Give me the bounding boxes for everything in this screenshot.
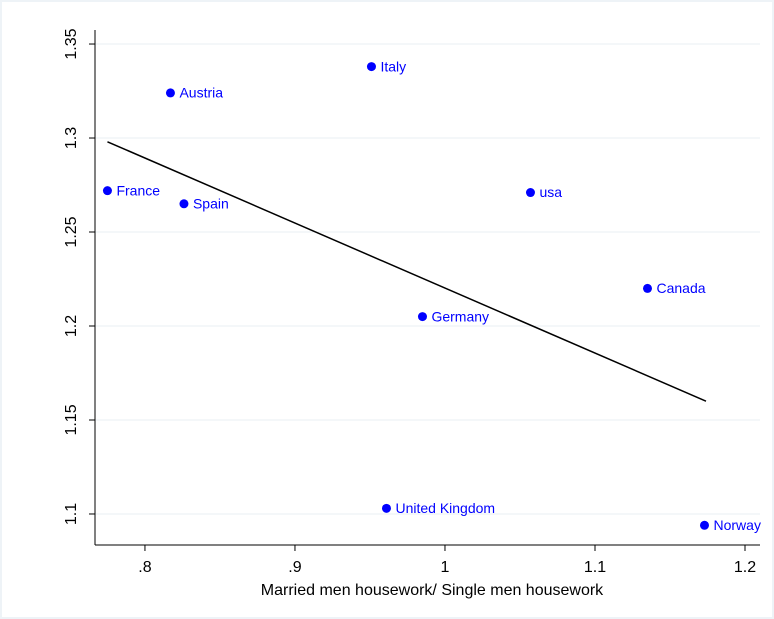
point [417, 312, 427, 322]
point [699, 520, 709, 530]
point [165, 88, 175, 98]
point [642, 283, 652, 293]
y-tick-label: 1.35 [63, 28, 80, 59]
point [179, 199, 189, 209]
x-tick-label: .8 [138, 559, 151, 576]
x-tick-label: 1.2 [734, 559, 756, 576]
y-tick-label: 1.25 [63, 216, 80, 247]
y-tick-label: 1.2 [63, 315, 80, 337]
x-tick-label: 1 [441, 559, 450, 576]
x-tick-label: .9 [288, 559, 301, 576]
x-tick-label: 1.1 [584, 559, 606, 576]
point [381, 503, 391, 513]
y-tick-label: 1.1 [63, 503, 80, 525]
point-label: Norway [713, 517, 760, 533]
point-label: Spain [193, 196, 229, 212]
x-axis-label: Married men housework/ Single men housew… [261, 582, 604, 599]
point [525, 188, 535, 198]
y-tick-label: 1.15 [63, 404, 80, 435]
point-label: Germany [431, 308, 489, 324]
point-label: France [116, 182, 160, 198]
point-label: United Kingdom [395, 500, 495, 516]
point-label: Austria [179, 85, 223, 101]
point-label: usa [539, 184, 562, 200]
point [102, 186, 112, 196]
fit-line [107, 141, 707, 402]
point-label: Canada [656, 280, 705, 296]
point [366, 62, 376, 72]
point-label: Italy [380, 58, 406, 74]
y-tick-label: 1.3 [63, 127, 80, 149]
